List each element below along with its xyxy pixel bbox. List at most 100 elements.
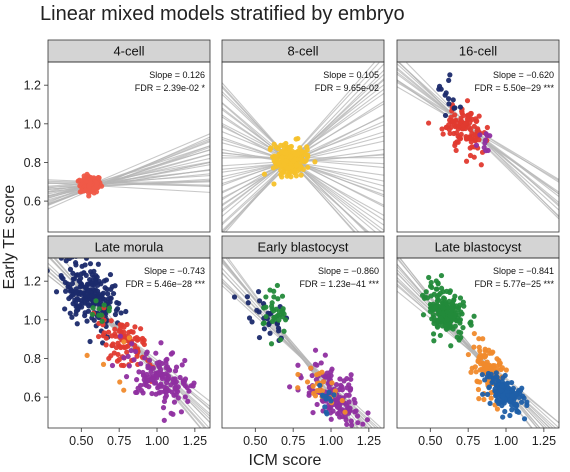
data-point bbox=[443, 301, 449, 307]
data-point bbox=[475, 126, 481, 132]
data-point bbox=[62, 306, 68, 312]
data-point bbox=[182, 394, 188, 400]
data-point bbox=[507, 412, 513, 419]
data-point bbox=[337, 376, 343, 382]
x-tick-label: 0.50 bbox=[418, 434, 442, 448]
data-point bbox=[492, 388, 498, 394]
data-point bbox=[499, 397, 506, 403]
data-point bbox=[328, 398, 334, 404]
data-point bbox=[500, 375, 506, 381]
panel-early-blastocyst: Early blastocyst Slope = −0.860 FDR = 1.23… bbox=[221, 235, 385, 448]
data-point bbox=[494, 356, 500, 362]
panel-content bbox=[397, 258, 559, 428]
data-point bbox=[299, 148, 305, 155]
data-point bbox=[460, 299, 466, 305]
data-point bbox=[296, 166, 302, 172]
data-point bbox=[518, 399, 525, 405]
data-point bbox=[87, 179, 93, 185]
data-point bbox=[48, 268, 50, 274]
data-point bbox=[110, 290, 117, 297]
data-point bbox=[437, 310, 443, 316]
facet-label: Late blastocyst bbox=[435, 240, 522, 255]
data-point bbox=[292, 156, 298, 162]
data-point bbox=[436, 83, 443, 89]
data-point bbox=[452, 140, 459, 146]
data-point bbox=[484, 363, 490, 369]
data-point bbox=[121, 387, 127, 393]
data-point bbox=[441, 295, 447, 301]
data-point bbox=[279, 314, 285, 320]
x-tick-label: 1.25 bbox=[532, 434, 556, 448]
data-point bbox=[457, 317, 464, 323]
data-point bbox=[180, 380, 187, 387]
y-tick-label: 1.0 bbox=[24, 313, 41, 327]
data-point bbox=[447, 130, 453, 137]
data-point bbox=[256, 334, 263, 341]
data-point bbox=[78, 291, 84, 298]
fit-line bbox=[48, 136, 210, 210]
data-point bbox=[63, 288, 69, 294]
data-point bbox=[496, 400, 502, 407]
data-point bbox=[342, 409, 348, 415]
data-point bbox=[93, 272, 99, 279]
data-point bbox=[451, 122, 458, 128]
data-point bbox=[481, 396, 487, 403]
data-point bbox=[100, 361, 107, 367]
data-point bbox=[282, 150, 288, 156]
data-point bbox=[499, 383, 505, 389]
data-point bbox=[331, 392, 337, 398]
x-tick-label: 0.50 bbox=[69, 434, 93, 448]
x-tick-label: 1.00 bbox=[319, 434, 343, 448]
data-point bbox=[268, 341, 275, 347]
data-point bbox=[436, 292, 442, 298]
data-point bbox=[352, 400, 358, 406]
data-point bbox=[471, 313, 477, 319]
data-point bbox=[132, 324, 138, 330]
data-point bbox=[281, 328, 287, 334]
slope-annotation: Slope = 0.126 bbox=[149, 70, 205, 80]
data-point bbox=[509, 407, 515, 413]
data-point bbox=[72, 299, 79, 305]
data-point bbox=[145, 365, 151, 371]
data-point bbox=[108, 318, 114, 324]
data-point bbox=[274, 282, 280, 289]
fit-line bbox=[222, 285, 380, 428]
data-point bbox=[451, 297, 457, 304]
data-point bbox=[289, 148, 296, 154]
data-point bbox=[123, 308, 129, 315]
data-point bbox=[163, 357, 169, 363]
data-point bbox=[444, 317, 450, 323]
data-point bbox=[107, 271, 114, 278]
data-point bbox=[305, 164, 311, 170]
data-point bbox=[156, 364, 163, 370]
data-point bbox=[488, 366, 494, 372]
data-point bbox=[479, 372, 485, 378]
data-point bbox=[495, 377, 501, 384]
data-point bbox=[329, 380, 335, 386]
data-point bbox=[99, 318, 105, 324]
data-point bbox=[293, 162, 299, 168]
data-point bbox=[347, 405, 353, 411]
data-point bbox=[87, 261, 94, 267]
data-point bbox=[288, 174, 294, 180]
facet-label: 8-cell bbox=[287, 44, 318, 59]
data-point bbox=[353, 408, 359, 414]
data-point bbox=[175, 395, 181, 401]
data-point bbox=[346, 382, 352, 388]
data-point bbox=[314, 401, 320, 408]
data-point bbox=[84, 352, 90, 359]
data-point bbox=[109, 362, 116, 369]
data-point bbox=[452, 323, 458, 329]
data-point bbox=[82, 313, 88, 319]
fit-line bbox=[224, 62, 376, 232]
slope-annotation: Slope = 0.105 bbox=[323, 70, 379, 80]
data-point bbox=[275, 296, 281, 302]
data-point bbox=[95, 333, 102, 340]
data-point bbox=[137, 326, 144, 332]
data-point bbox=[58, 272, 64, 279]
data-point bbox=[146, 357, 153, 363]
data-point bbox=[276, 317, 282, 323]
fdr-annotation: FDR = 9.65e-02 bbox=[315, 83, 379, 93]
data-point bbox=[67, 310, 73, 316]
data-point bbox=[113, 333, 119, 339]
